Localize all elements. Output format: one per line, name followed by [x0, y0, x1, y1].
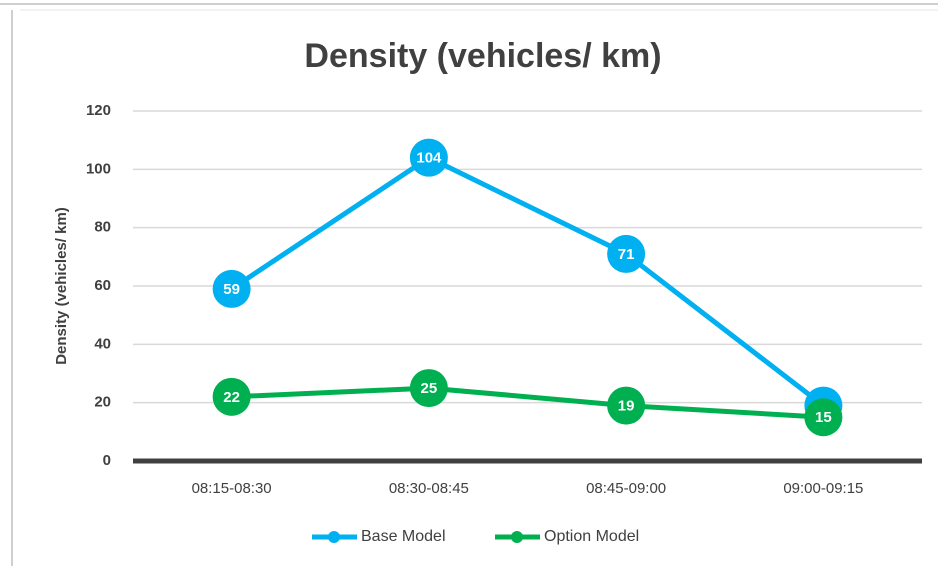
data-point [212, 269, 251, 308]
legend-marker [511, 531, 523, 543]
chart-title: Density (vehicles/ km) [304, 37, 661, 75]
y-tick-label: 80 [94, 219, 111, 236]
data-label: 59 [223, 281, 240, 298]
series-line [231, 385, 824, 420]
data-label: 15 [815, 409, 832, 426]
x-tick-label: 08:45-09:00 [586, 480, 666, 497]
data-point [409, 138, 448, 177]
legend-label: Option Model [544, 528, 639, 545]
data-label: 104 [416, 150, 442, 167]
data-point [607, 386, 646, 425]
data-point [212, 377, 251, 416]
legend-label: Base Model [361, 528, 446, 545]
data-point [607, 234, 646, 273]
data-point [409, 369, 448, 408]
legend-marker [328, 531, 340, 543]
data-label: 25 [421, 380, 438, 397]
data-label: 71 [618, 246, 635, 263]
data-point [804, 398, 843, 437]
data-label: 19 [618, 398, 635, 415]
y-tick-label: 120 [86, 102, 111, 119]
y-tick-label: 60 [94, 277, 111, 294]
y-tick-label: 0 [103, 452, 111, 469]
y-tick-label: 40 [94, 335, 111, 352]
y-tick-label: 100 [86, 160, 111, 177]
y-axis-label: Density (vehicles/ km) [53, 207, 70, 365]
series-line [230, 155, 825, 408]
x-tick-label: 09:00-09:15 [783, 480, 863, 497]
data-label: 22 [223, 389, 240, 406]
y-tick-label: 20 [94, 394, 111, 411]
x-tick-label: 08:15-08:30 [192, 480, 272, 497]
x-tick-label: 08:30-08:45 [389, 480, 469, 497]
